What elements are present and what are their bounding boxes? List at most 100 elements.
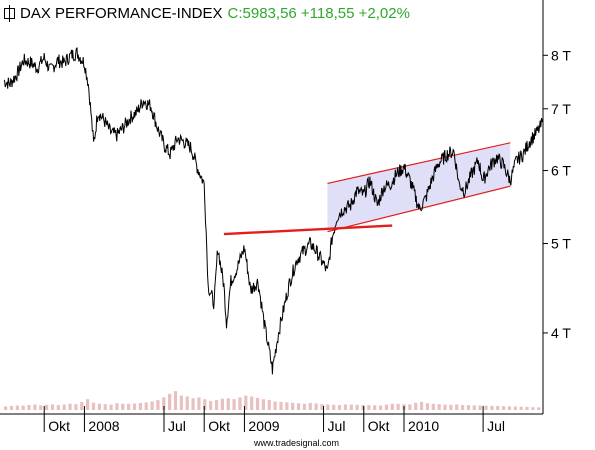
- y-tick-label: 6 T: [551, 163, 571, 179]
- volume-bar: [308, 402, 312, 410]
- volume-bar: [279, 401, 283, 410]
- x-tick-label: Okt: [368, 418, 390, 434]
- chart-header: DAX PERFORMANCE-INDEX C:5983,56 +118,55 …: [4, 4, 410, 22]
- volume-bar: [273, 401, 277, 410]
- volume-bar: [332, 404, 336, 410]
- channel-fill[interactable]: [327, 142, 511, 232]
- volume-bar: [501, 406, 506, 410]
- volume-bar: [191, 398, 195, 410]
- volume-bar: [9, 405, 14, 410]
- x-tick-label: Okt: [208, 418, 230, 434]
- volume-bar: [449, 404, 453, 410]
- y-tick-label: 4 T: [551, 325, 571, 341]
- volume-bar: [408, 404, 412, 410]
- volume-bar: [4, 406, 8, 410]
- channel-upper-line[interactable]: [327, 142, 511, 185]
- volume-bar: [337, 405, 342, 410]
- volume-bar: [490, 405, 494, 410]
- x-tick-label: 2008: [88, 418, 119, 434]
- volume-bar: [179, 395, 183, 410]
- volume-bar: [226, 398, 230, 410]
- y-tick-label: 8 T: [551, 47, 571, 63]
- volume-bar: [209, 401, 213, 410]
- volume-bar: [214, 400, 219, 410]
- volume-bar: [349, 404, 353, 410]
- volume-bar: [115, 403, 119, 410]
- volume-bar: [507, 406, 512, 410]
- volume-bar: [378, 405, 383, 410]
- x-tick-label: Jul: [328, 418, 346, 434]
- volume-bar: [97, 403, 101, 410]
- volume-bar: [197, 397, 201, 410]
- volume-bar: [21, 405, 25, 410]
- volume-bar: [162, 397, 166, 410]
- volume-bar: [431, 403, 435, 410]
- volume-bar: [250, 396, 254, 410]
- volume-bar: [443, 404, 447, 410]
- volume-bar: [285, 402, 289, 410]
- x-tick-label: Jul: [487, 418, 505, 434]
- volume-bar: [361, 404, 365, 410]
- x-tick-label: 2009: [248, 418, 279, 434]
- volume-bar: [238, 397, 242, 410]
- volume-bar: [244, 395, 248, 410]
- price-line: [3, 47, 544, 375]
- volume-bar: [109, 404, 113, 410]
- volume-bar: [50, 404, 55, 410]
- volume-bar: [45, 404, 49, 410]
- instrument-title: DAX PERFORMANCE-INDEX: [20, 4, 223, 22]
- x-tick-label: Jul: [168, 418, 186, 434]
- volume-bar: [296, 403, 301, 410]
- candlestick-icon[interactable]: [4, 4, 15, 22]
- volume-bar: [156, 400, 160, 410]
- volume-bar: [144, 402, 148, 410]
- volume-bar: [62, 404, 66, 410]
- volume-bar: [86, 399, 90, 410]
- axes: 4 T 5 T 6 T 7 T 8 T Okt 2008 Jul Okt 2009 Jul Okt 20…: [0, 0, 571, 434]
- volume-bar: [513, 406, 517, 410]
- volume-bar: [355, 404, 359, 410]
- watermark: www.tradesignal.com: [254, 438, 340, 448]
- volume-bar: [525, 406, 529, 410]
- volume-bar: [261, 399, 265, 410]
- volume-bar: [367, 405, 371, 410]
- volume-bar: [343, 404, 348, 410]
- volume-bar: [39, 405, 43, 410]
- volume-bar: [203, 399, 207, 410]
- volume-bar: [437, 404, 441, 410]
- volume-bar: [414, 402, 418, 410]
- volume-bar: [326, 404, 330, 410]
- trendline[interactable]: [223, 224, 393, 236]
- volume-bar: [68, 403, 72, 410]
- support-trendline[interactable]: [223, 224, 393, 236]
- quote-readout: C:5983,56 +118,55 +2,02%: [227, 4, 410, 22]
- volume-bar: [472, 405, 476, 410]
- volume-bar: [255, 397, 260, 410]
- volume-bar: [33, 404, 37, 410]
- volume-bar: [150, 401, 154, 410]
- volume-bar: [127, 403, 131, 410]
- volume-bar: [132, 403, 137, 410]
- volume-bars: [4, 391, 541, 410]
- volume-bar: [267, 400, 271, 410]
- volume-bar: [15, 405, 19, 410]
- volume-bar: [302, 403, 307, 410]
- volume-bar: [484, 405, 488, 410]
- volume-bar: [396, 403, 400, 410]
- volume-bar: [91, 402, 96, 410]
- volume-bar: [496, 406, 500, 410]
- price-series: [3, 47, 544, 375]
- volume-bar: [74, 404, 78, 410]
- volume-bar: [531, 407, 535, 410]
- volume-bar: [425, 403, 430, 410]
- volume-bar: [185, 396, 189, 410]
- volume-bar: [138, 402, 142, 410]
- volume-bar: [291, 402, 295, 410]
- x-tick-label: 2010: [408, 418, 439, 434]
- volume-bar: [173, 391, 178, 410]
- volume-bar: [320, 404, 324, 410]
- trend-channel[interactable]: [327, 142, 511, 233]
- volume-bar: [103, 404, 107, 410]
